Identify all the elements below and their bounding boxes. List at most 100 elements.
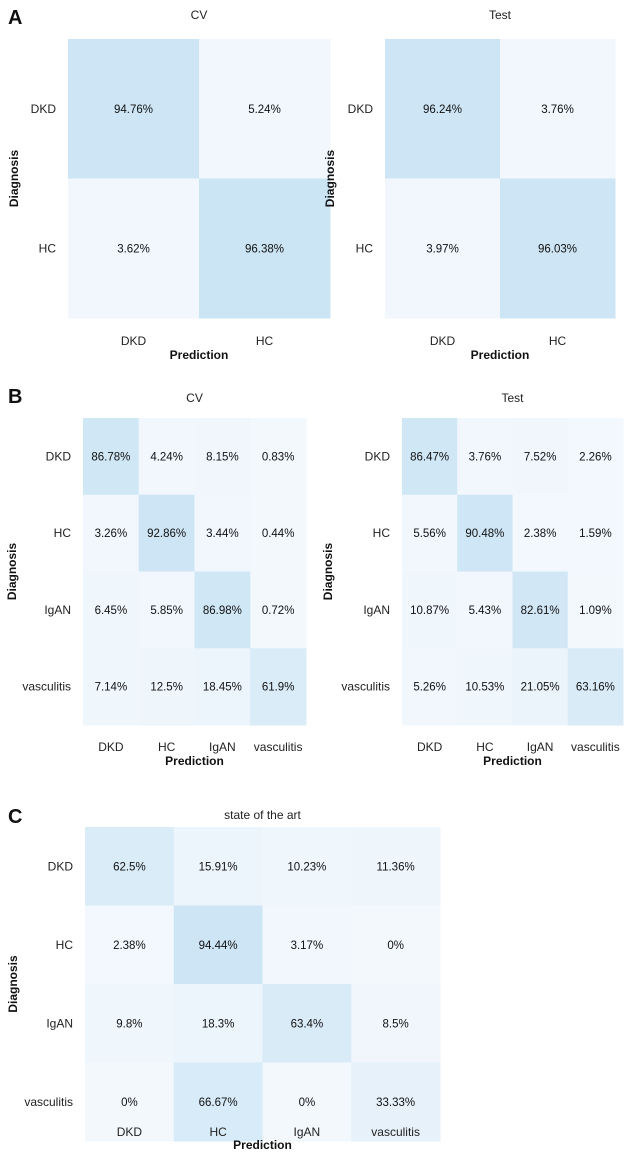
cell-value-label: 1.59% xyxy=(579,528,612,540)
heatmap-cell xyxy=(83,571,140,649)
cell-value-label: 3.76% xyxy=(541,104,574,116)
x-axis-label: Prediction xyxy=(483,754,542,768)
heatmap-cell xyxy=(85,1062,175,1142)
y-tick-label: IgAN xyxy=(44,603,71,617)
x-axis-label: Prediction xyxy=(165,754,224,768)
x-tick-label: HC xyxy=(256,334,274,348)
x-tick-label: DKD xyxy=(417,740,443,754)
x-tick-label: DKD xyxy=(430,334,456,348)
heatmap-cell xyxy=(402,418,458,496)
cell-value-label: 92.86% xyxy=(147,528,186,540)
cell-value-label: 62.5% xyxy=(113,861,146,873)
heatmap-cell xyxy=(385,39,501,179)
confusion-matrix-panel-3: B CV 86.78% 4.24% 8.15% 0.83% 3.26% 92.86% 3.44%… xyxy=(5,386,307,768)
heatmap-cell xyxy=(567,418,624,496)
cell-value-label: 4.24% xyxy=(150,451,183,463)
heatmap-cell xyxy=(457,418,513,496)
heatmap-cell xyxy=(194,648,251,726)
cell-value-label: 0% xyxy=(387,940,404,952)
cell-value-label: 18.3% xyxy=(202,1018,235,1030)
heatmap-cell xyxy=(138,648,195,726)
x-tick-label: IgAN xyxy=(294,1125,321,1139)
y-tick-label: HC xyxy=(56,938,74,952)
heatmap-cell xyxy=(83,418,140,496)
heatmap-cell xyxy=(138,494,195,572)
heatmap-cell xyxy=(512,648,569,726)
x-tick-label: HC xyxy=(476,740,494,754)
heatmap-cell xyxy=(199,39,331,179)
cell-value-label: 3.76% xyxy=(469,451,502,463)
heatmap-cell xyxy=(250,571,307,649)
chart-title: Test xyxy=(489,8,512,22)
y-tick-label: HC xyxy=(356,241,374,255)
panel-letter: C xyxy=(8,806,22,828)
heatmap-cell xyxy=(262,905,352,985)
confusion-matrix-panel-1: A CV 94.76% 5.24% 3.62% 96.38% DKD DKD HC HC Predi… xyxy=(7,7,331,362)
cell-value-label: 96.24% xyxy=(423,104,462,116)
cell-value-label: 5.85% xyxy=(150,605,183,617)
x-tick-label: HC xyxy=(549,334,567,348)
x-axis-label: Prediction xyxy=(170,348,229,362)
cell-value-label: 96.03% xyxy=(538,243,577,255)
cell-value-label: 96.38% xyxy=(245,243,284,255)
y-tick-label: HC xyxy=(54,526,72,540)
heatmap-cell xyxy=(567,494,624,572)
heatmap-cell xyxy=(385,178,501,319)
heatmap-cell xyxy=(262,984,352,1063)
cell-value-label: 63.16% xyxy=(576,682,615,694)
y-tick-label: HC xyxy=(39,241,57,255)
y-axis-label: Diagnosis xyxy=(323,150,337,208)
cell-value-label: 11.36% xyxy=(377,861,415,873)
x-tick-label: HC xyxy=(209,1125,227,1139)
x-tick-label: vasculitis xyxy=(571,740,620,754)
heatmap-cell xyxy=(567,648,624,726)
cell-value-label: 0% xyxy=(299,1097,316,1109)
confusion-matrix-panel-2: Test 96.24% 3.76% 3.97% 96.03% DKD DKD HC HC Pred… xyxy=(323,8,616,362)
cell-value-label: 90.48% xyxy=(465,528,504,540)
cell-value-label: 3.97% xyxy=(426,243,459,255)
heatmap-cell xyxy=(500,178,616,319)
heatmap-cell xyxy=(512,571,569,649)
heatmap-cell xyxy=(402,494,458,572)
cell-value-label: 5.26% xyxy=(413,682,446,694)
y-tick-label: IgAN xyxy=(363,603,390,617)
heatmap-cell xyxy=(402,571,458,649)
x-tick-label: HC xyxy=(158,740,176,754)
cell-value-label: 8.5% xyxy=(383,1018,409,1030)
y-tick-label: DKD xyxy=(31,102,57,116)
heatmap-cell xyxy=(173,827,263,906)
cell-value-label: 3.44% xyxy=(206,528,239,540)
cell-value-label: 7.52% xyxy=(524,451,557,463)
cell-value-label: 5.56% xyxy=(413,528,446,540)
heatmap-cell xyxy=(457,648,513,726)
heatmap-cell xyxy=(500,39,616,179)
heatmap-cell xyxy=(457,571,513,649)
cell-value-label: 94.76% xyxy=(114,104,153,116)
cell-value-label: 10.23% xyxy=(287,861,326,873)
panel-letter: B xyxy=(8,386,22,408)
cell-value-label: 61.9% xyxy=(262,682,295,694)
heatmap-cell xyxy=(85,905,175,985)
cell-value-label: 15.91% xyxy=(199,861,238,873)
heatmap-cell xyxy=(173,984,263,1063)
heatmap-cell xyxy=(194,494,251,572)
chart-title: CV xyxy=(191,8,208,22)
heatmap-cell xyxy=(83,648,140,726)
heatmap-cell xyxy=(250,418,307,496)
cell-value-label: 2.26% xyxy=(579,451,612,463)
heatmap-cell xyxy=(173,905,263,985)
chart-title: state of the art xyxy=(224,808,301,822)
y-tick-label: IgAN xyxy=(46,1016,73,1030)
x-tick-label: DKD xyxy=(98,740,124,754)
cell-value-label: 10.87% xyxy=(410,605,449,617)
y-tick-label: DKD xyxy=(365,449,391,463)
heatmap-cell xyxy=(351,984,441,1063)
x-tick-label: DKD xyxy=(121,334,147,348)
y-axis-label: Diagnosis xyxy=(6,955,20,1013)
heatmap-cell xyxy=(199,178,331,319)
x-tick-label: vasculitis xyxy=(371,1125,420,1139)
cell-value-label: 86.98% xyxy=(203,605,242,617)
cell-value-label: 5.43% xyxy=(469,605,502,617)
